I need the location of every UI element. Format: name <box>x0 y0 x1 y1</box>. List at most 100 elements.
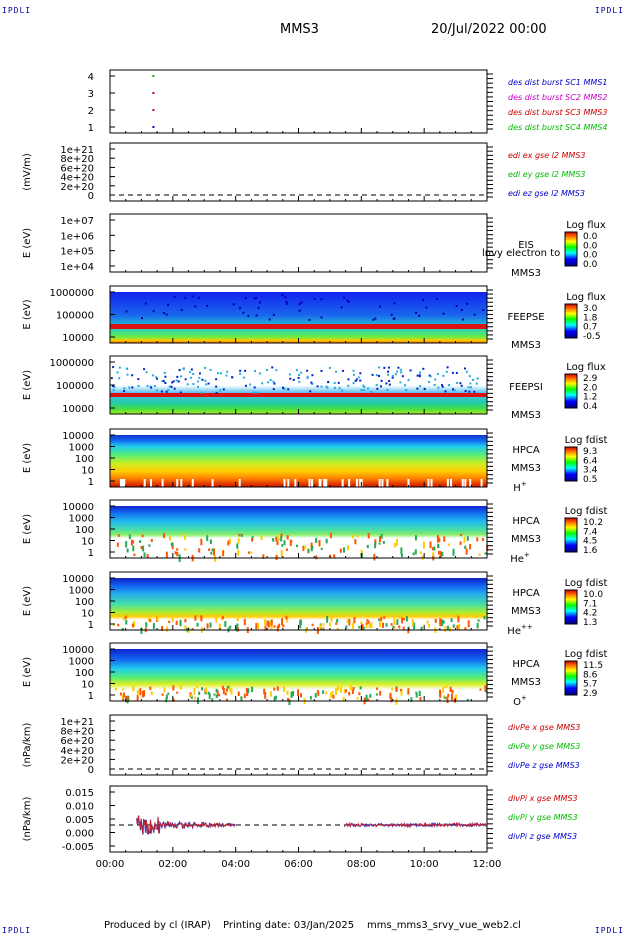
hpca-speckle <box>285 548 288 551</box>
hpca-speckle <box>179 685 182 690</box>
feepse-speckle <box>442 312 445 315</box>
hpca-speckle <box>464 627 467 630</box>
hpca-speckle <box>478 553 481 556</box>
hpca-speckle <box>378 620 381 627</box>
hpca-speckle <box>410 697 413 702</box>
y-axis-label: (nPa/km) <box>22 723 33 768</box>
feepsi-speckle <box>463 367 466 370</box>
feepsi-speckle <box>476 377 479 380</box>
hpca-speckle <box>243 693 246 699</box>
colorbar-title: Log fdist <box>565 506 608 517</box>
spacecraft-title: MMS3 <box>280 22 319 37</box>
hpca-speckle <box>216 690 219 697</box>
hpca-speckle <box>172 685 175 691</box>
feepsi-speckle <box>419 371 422 374</box>
feepsi-speckle <box>367 387 370 390</box>
hpca-speckle <box>210 551 213 555</box>
feepsi-speckle <box>167 388 170 391</box>
hpca-speckle <box>126 548 129 553</box>
hpca-speckle <box>263 688 266 695</box>
feepsi-speckle <box>375 383 378 386</box>
hpca-speckle <box>240 696 243 702</box>
feepsi-speckle <box>328 366 331 369</box>
feepse-speckle <box>435 298 438 301</box>
colorbar-tick-label: 0.5 <box>583 475 597 485</box>
hpca-speckle <box>415 693 418 698</box>
x-tick-label: 04:00 <box>221 859 250 870</box>
y-tick-label: 10000 <box>62 431 94 442</box>
hpca-speckle <box>193 688 196 695</box>
hpca-speckle <box>136 695 139 701</box>
feepsi-speckle <box>388 379 391 382</box>
hpca-h-gap <box>341 479 344 487</box>
feepsi-speckle <box>297 376 300 379</box>
feepsi-speckle <box>155 376 158 379</box>
hpca-speckle <box>466 698 469 702</box>
hpca-speckle <box>122 696 125 702</box>
hpca-speckle <box>336 685 339 691</box>
y-tick-label: 10000 <box>62 645 94 656</box>
hpca-speckle <box>184 548 187 551</box>
hpca-speckle <box>400 689 403 696</box>
hpca-speckle <box>170 542 173 547</box>
legend-entry: divPe z gse MMS3 <box>508 761 580 770</box>
hpca-speckle <box>411 619 414 627</box>
hpca-h-gap <box>143 479 146 487</box>
hpca-speckle <box>184 618 187 623</box>
colorbar-tick-label: 0.4 <box>583 402 598 412</box>
hpca-speckle <box>250 551 253 554</box>
y-tick-label: 1e+21 <box>60 145 94 156</box>
hpca-speckle <box>464 545 467 549</box>
feepsi-speckle <box>469 382 472 385</box>
colorbar-tick-label: 5.7 <box>583 680 597 690</box>
colorbar-tick-label: 2.9 <box>583 689 598 699</box>
hpca-speckle <box>393 542 396 548</box>
feepsi-speckle <box>405 389 408 392</box>
hpca-speckle <box>175 620 178 626</box>
feepsi-speckle <box>244 384 247 387</box>
hpca-speckle <box>434 618 437 623</box>
feepsi-speckle <box>362 388 365 391</box>
feepsi-speckle <box>156 377 159 380</box>
feepse-speckle <box>284 296 287 299</box>
instrument-label: EIS <box>518 240 534 251</box>
feepsi-speckle <box>155 389 158 392</box>
hpca-speckle <box>439 689 442 696</box>
feepsi-speckle <box>215 391 218 394</box>
hpca-speckle <box>131 623 134 628</box>
hpca-speckle <box>162 533 165 538</box>
hpca-speckle <box>339 686 342 693</box>
hpca-speckle <box>378 618 381 621</box>
feepsi-speckle <box>265 369 268 372</box>
hpca-speckle <box>246 692 249 697</box>
hpca-speckle <box>217 693 220 697</box>
hpca-speckle <box>117 534 120 537</box>
feepse-speckle <box>343 296 346 299</box>
feepsi-speckle <box>239 369 242 372</box>
hpca-speckle <box>140 545 143 550</box>
feepsi-speckle <box>272 388 275 391</box>
feepsi-speckle <box>164 375 167 378</box>
feepse-speckle <box>390 313 393 316</box>
feepsi-speckle <box>178 369 181 372</box>
hpca-speckle <box>171 617 174 622</box>
y-tick-label: 0 <box>88 765 94 776</box>
hpca-h-gap <box>359 479 362 487</box>
feepsi-speckle <box>118 366 121 369</box>
feepse-speckle <box>320 316 323 319</box>
feepse-speckle <box>167 303 170 306</box>
hpca-speckle <box>456 625 459 630</box>
hpca-speckle <box>345 625 348 629</box>
legend-entry: edi ey gse l2 MMS3 <box>508 170 586 179</box>
feepse-speckle <box>232 303 235 306</box>
hpca-speckle <box>450 618 453 623</box>
y-tick-label: 10 <box>81 609 94 620</box>
feepsi-speckle <box>112 388 115 391</box>
feepse-speckle <box>191 295 194 298</box>
hpca-speckle <box>264 625 267 631</box>
feepsi-speckle <box>288 373 291 376</box>
hpca-speckle <box>336 618 339 623</box>
feepsi-speckle <box>400 371 403 374</box>
feepsi-speckle <box>273 382 276 385</box>
corner-label-bottom-left: IPDLI <box>2 926 32 935</box>
